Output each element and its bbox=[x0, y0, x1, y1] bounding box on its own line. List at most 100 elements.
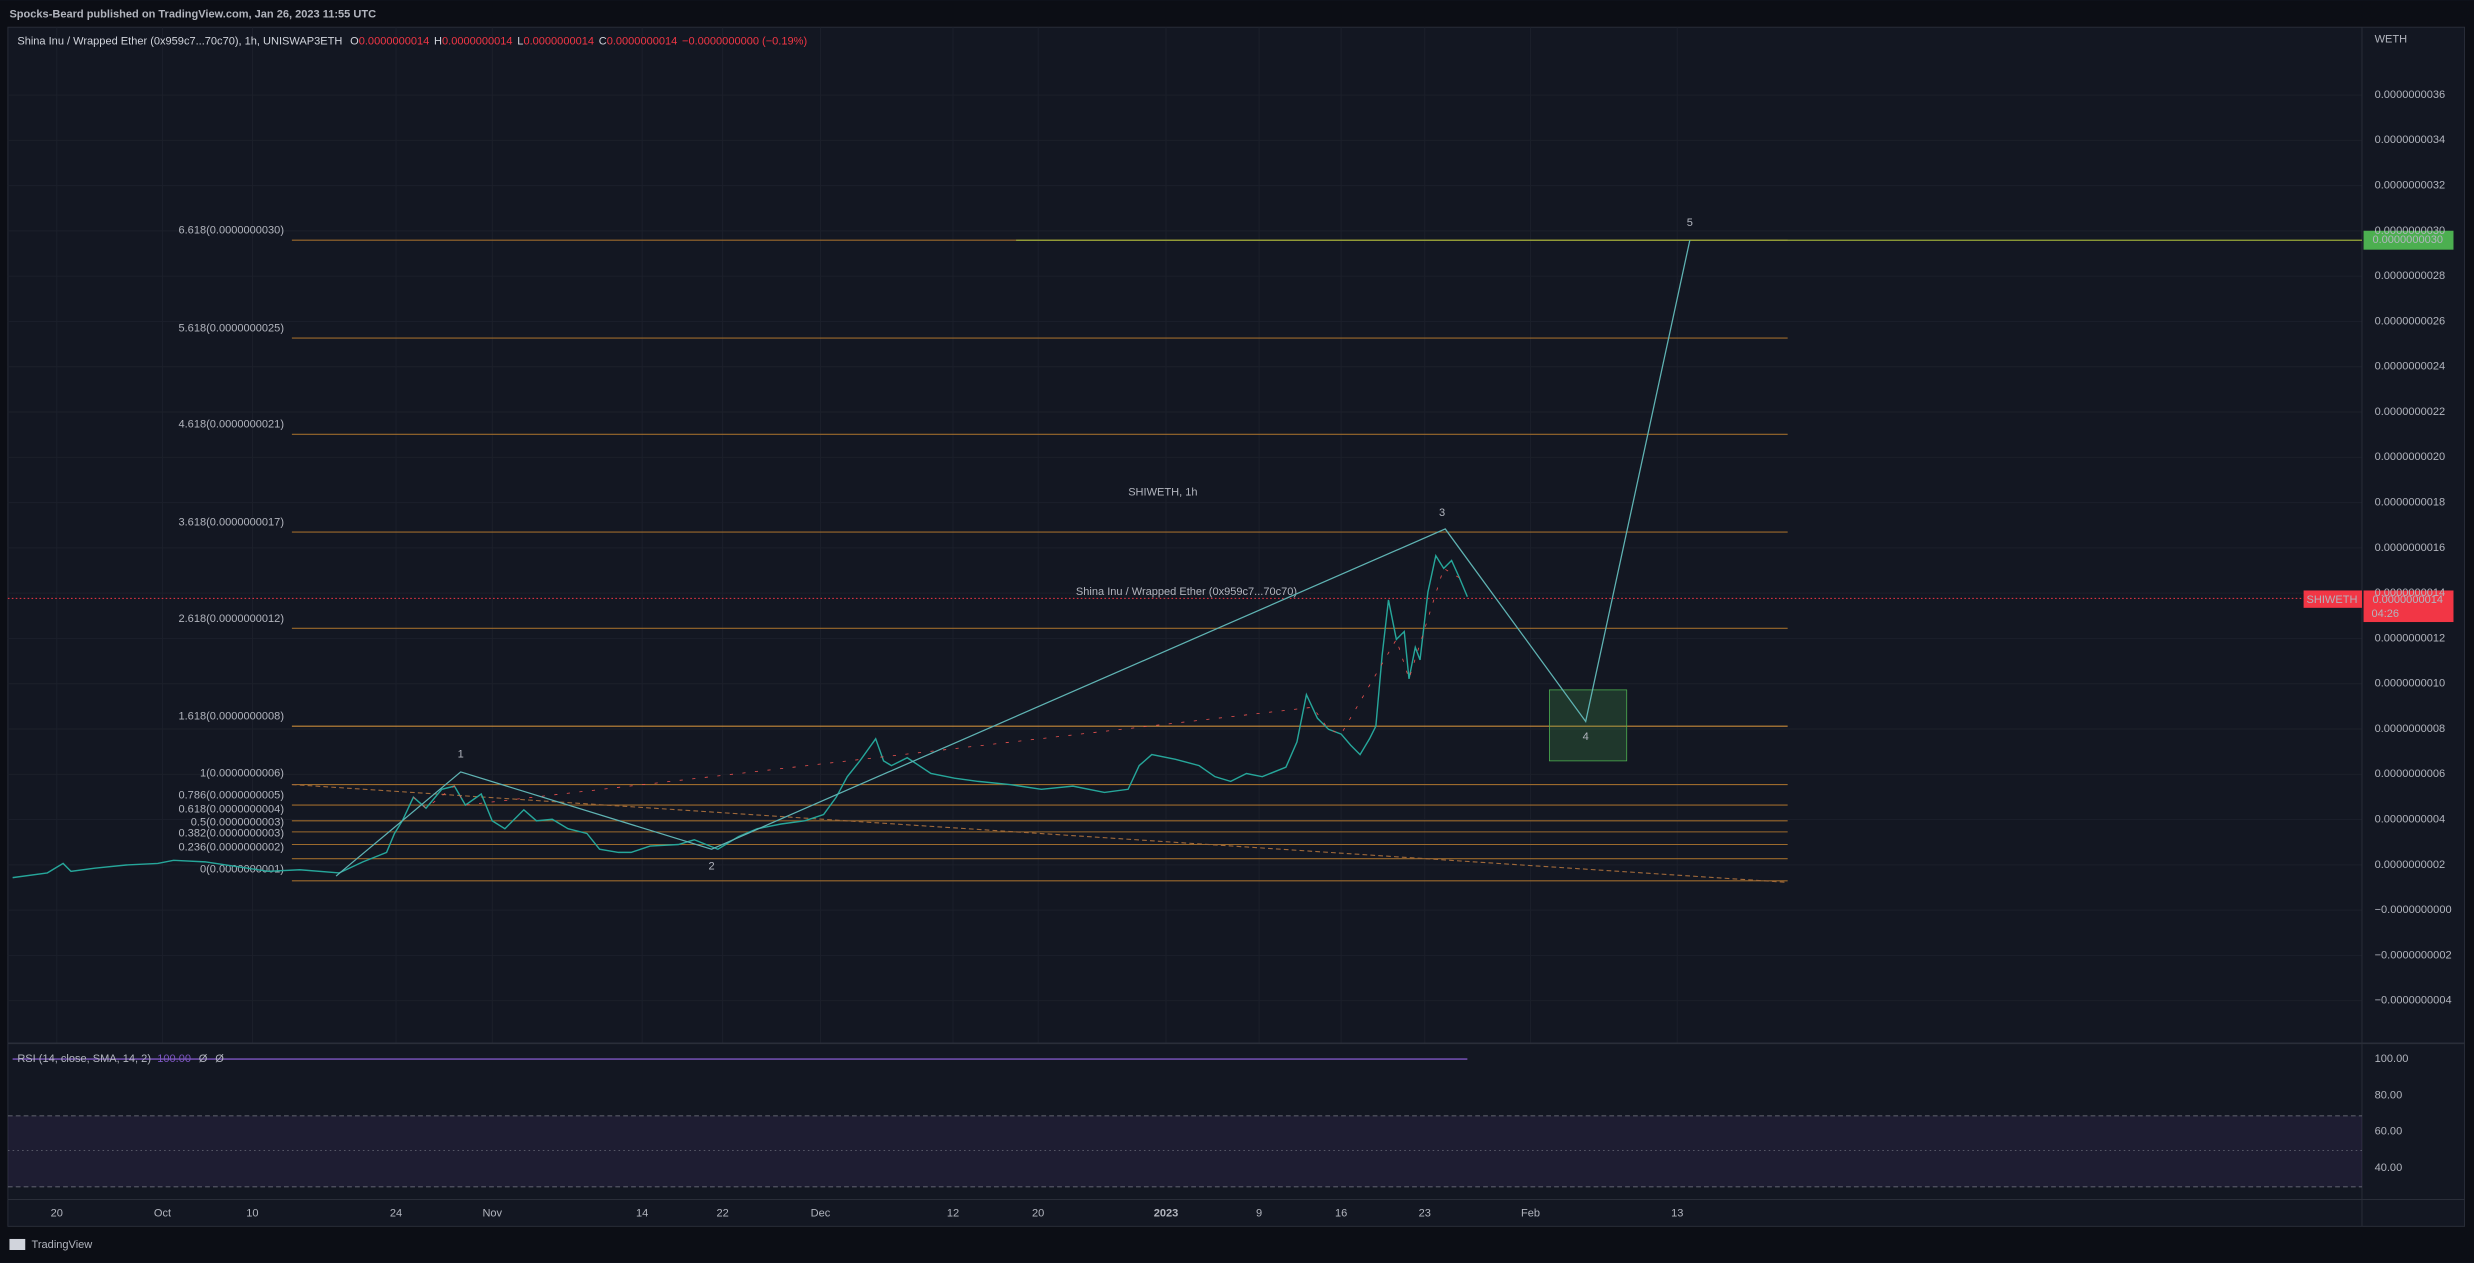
fib-label: 3.618(0.0000000017) bbox=[178, 517, 284, 529]
legend-change: −0.0000000000 (−0.19%) bbox=[682, 35, 807, 47]
time-tick-label: 23 bbox=[1419, 1208, 1431, 1220]
grid bbox=[7, 27, 2362, 1044]
wave-label: 5 bbox=[1687, 217, 1693, 229]
wave-label: 4 bbox=[1583, 731, 1589, 743]
rsi-value: 100.00 bbox=[157, 1053, 191, 1065]
wave-labels: 1 2 3 4 5 bbox=[458, 217, 1693, 873]
legend-symbol: Shina Inu / Wrapped Ether (0x959c7...70c… bbox=[17, 35, 342, 47]
watermark-name: Shina Inu / Wrapped Ether (0x959c7...70c… bbox=[1076, 586, 1297, 598]
time-tick-label: Oct bbox=[154, 1208, 171, 1220]
legend-value: 0.0000000014 bbox=[523, 35, 594, 47]
rsi-tick-label: 40.00 bbox=[2375, 1162, 2403, 1174]
price-axis: 0.0000000036 0.0000000034 0.0000000032 0.00… bbox=[2375, 89, 2452, 1007]
time-tick-label: 2023 bbox=[1154, 1208, 1179, 1220]
fib-label: 4.618(0.0000000021) bbox=[178, 419, 284, 431]
rsi-tick-label: 100.00 bbox=[2375, 1053, 2409, 1065]
price-tick-label: 0.0000000036 bbox=[2375, 89, 2446, 101]
fib-label: 2.618(0.0000000012) bbox=[178, 613, 284, 625]
time-tick-label: 14 bbox=[636, 1208, 648, 1220]
legend-value: 0.0000000014 bbox=[442, 35, 513, 47]
time-tick-label: 16 bbox=[1335, 1208, 1347, 1220]
time-tick-label: 13 bbox=[1671, 1208, 1683, 1220]
currency: WETH bbox=[2375, 34, 2408, 46]
price-series bbox=[12, 553, 1469, 879]
price-tick-label: 0.0000000026 bbox=[2375, 315, 2446, 327]
rsi-band bbox=[7, 1115, 2362, 1187]
price-tick-label: 0.0000000022 bbox=[2375, 406, 2446, 418]
fib-label: 0.618(0.0000000004) bbox=[178, 804, 284, 816]
fib-label: 0(0.0000000001) bbox=[200, 864, 284, 876]
brand: TradingView bbox=[32, 1239, 93, 1251]
legend: Shina Inu / Wrapped Ether (0x959c7...70c… bbox=[17, 35, 807, 47]
time-tick-label: 20 bbox=[1032, 1208, 1044, 1220]
fib-label: 6.618(0.0000000030) bbox=[178, 225, 284, 237]
price-tick-label: 0.0000000028 bbox=[2375, 270, 2446, 282]
countdown: 04:26 bbox=[2371, 608, 2399, 620]
target-zone bbox=[1549, 689, 1628, 762]
rsi-na: Ø bbox=[215, 1053, 224, 1065]
time-tick-label: 24 bbox=[390, 1208, 402, 1220]
price-tag-text: 0.0000000014 bbox=[2372, 594, 2443, 606]
legend-label: H bbox=[434, 35, 442, 47]
rsi-na: Ø bbox=[199, 1053, 208, 1065]
target-tag-text: 0.0000000030 bbox=[2372, 234, 2443, 246]
price-series-down bbox=[413, 567, 1460, 809]
price-tick-label: 0.0000000006 bbox=[2375, 768, 2446, 780]
legend-value: 0.0000000014 bbox=[607, 35, 678, 47]
time-tick-label: Nov bbox=[482, 1208, 502, 1220]
legend-value: 0.0000000014 bbox=[359, 35, 430, 47]
price-tick-label: 0.0000000010 bbox=[2375, 678, 2446, 690]
price-tick-label: 0.0000000004 bbox=[2375, 813, 2446, 825]
rsi-axis: 100.00 80.00 60.00 40.00 bbox=[2375, 1053, 2409, 1174]
watermark-symbol: SHIWETH, 1h bbox=[1128, 487, 1197, 499]
time-tick-label: 9 bbox=[1256, 1208, 1262, 1220]
time-tick-label: 10 bbox=[246, 1208, 258, 1220]
time-tick-label: 12 bbox=[947, 1208, 959, 1220]
wave-label: 2 bbox=[709, 861, 715, 873]
fib-label: 0.786(0.0000000005) bbox=[178, 790, 284, 802]
fib-label: 1(0.0000000006) bbox=[200, 767, 284, 779]
price-tick-label: 0.0000000018 bbox=[2375, 497, 2446, 509]
fib-extension: 6.618(0.0000000030) 5.618(0.0000000025) 4.… bbox=[178, 225, 1788, 882]
price-tick-label: 0.0000000002 bbox=[2375, 859, 2446, 871]
time-axis: 20 Oct 10 24 Nov 14 22 Dec 12 20 2023 9 16 23 Feb 13 bbox=[51, 1208, 1684, 1220]
rsi-tick-label: 80.00 bbox=[2375, 1089, 2403, 1101]
price-tick-label: −0.0000000000 bbox=[2375, 904, 2452, 916]
time-tick-label: 22 bbox=[716, 1208, 728, 1220]
time-tick-label: 20 bbox=[51, 1208, 63, 1220]
price-tick-label: −0.0000000002 bbox=[2375, 949, 2452, 961]
legend-label: O bbox=[350, 35, 359, 47]
trend-line bbox=[291, 783, 1788, 883]
price-tick-label: 0.0000000020 bbox=[2375, 451, 2446, 463]
price-tick-label: −0.0000000004 bbox=[2375, 995, 2452, 1007]
fib-label: 5.618(0.0000000025) bbox=[178, 322, 284, 334]
wave-label: 3 bbox=[1439, 507, 1445, 519]
price-tick-label: 0.0000000024 bbox=[2375, 361, 2446, 373]
publisher: Spocks-Beard published on TradingView.co… bbox=[9, 8, 376, 20]
price-tick-label: 0.0000000030 bbox=[2375, 225, 2446, 237]
elliott-wave bbox=[335, 240, 1691, 877]
logo bbox=[9, 1238, 26, 1250]
wave-label: 1 bbox=[458, 748, 464, 760]
target-tag bbox=[2363, 230, 2454, 250]
legend-label: L bbox=[517, 35, 523, 47]
price-tick-label: 0.0000000032 bbox=[2375, 180, 2446, 192]
price-tick-label: 0.0000000014 bbox=[2375, 587, 2446, 599]
fib-label: 0.5(0.0000000003) bbox=[191, 816, 284, 828]
symbol-tag-text: SHIWETH bbox=[2307, 594, 2358, 606]
price-tick-label: 0.0000000034 bbox=[2375, 134, 2446, 146]
symbol-tag bbox=[2303, 590, 2362, 608]
price-tag bbox=[2363, 590, 2454, 623]
rsi-title: RSI (14, close, SMA, 14, 2) bbox=[17, 1053, 151, 1065]
fib-label: 1.618(0.0000000008) bbox=[178, 711, 284, 723]
rsi-tick-label: 60.00 bbox=[2375, 1126, 2403, 1138]
time-tick-label: Dec bbox=[811, 1208, 831, 1220]
chart-frame bbox=[7, 26, 2466, 1227]
fib-label: 0.236(0.0000000002) bbox=[178, 842, 284, 854]
price-tick-label: 0.0000000012 bbox=[2375, 632, 2446, 644]
price-tick-label: 0.0000000016 bbox=[2375, 542, 2446, 554]
price-tick-label: 0.0000000008 bbox=[2375, 723, 2446, 735]
time-tick-label: Feb bbox=[1521, 1208, 1540, 1220]
